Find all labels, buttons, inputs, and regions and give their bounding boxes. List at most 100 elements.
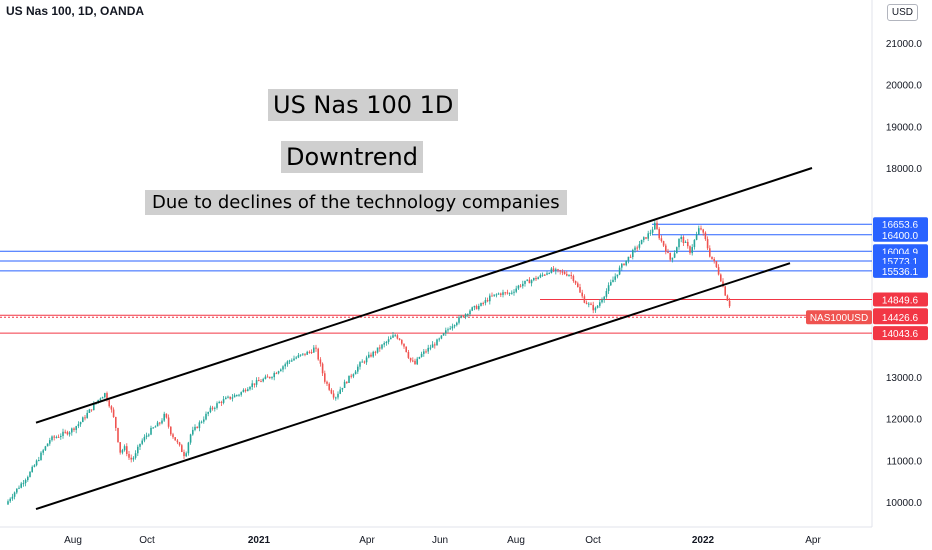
candle-body — [552, 268, 555, 272]
candle-body — [273, 373, 275, 378]
candle-body — [233, 395, 236, 398]
price-label: 16400.0 — [882, 231, 919, 242]
candle-body — [291, 360, 293, 362]
candle-body — [412, 360, 414, 362]
candle-body — [533, 277, 535, 281]
candle-body — [456, 322, 458, 326]
candle-body — [293, 358, 295, 361]
candle-body — [684, 241, 687, 243]
candle-body — [29, 471, 31, 477]
candle-body — [724, 286, 726, 296]
candle-body — [418, 356, 421, 359]
candle-body — [332, 393, 335, 398]
candle-body — [480, 303, 482, 306]
candle-body — [469, 310, 471, 315]
currency-button[interactable]: USD — [886, 4, 918, 21]
price-label-box — [873, 217, 928, 232]
candle-body — [31, 466, 33, 472]
candle-body — [194, 426, 196, 430]
annotation-reason[interactable]: Due to declines of the technology compan… — [145, 190, 567, 215]
x-tick-label: Oct — [585, 535, 601, 546]
candle-body — [79, 422, 82, 425]
candle-body — [453, 325, 456, 327]
candle-body — [392, 335, 394, 338]
candle-body — [680, 236, 682, 239]
candle-body — [271, 377, 273, 379]
candle-body — [207, 412, 209, 414]
x-tick-label: Apr — [359, 535, 375, 546]
candle-body — [354, 371, 357, 375]
y-tick-label: 12000.0 — [886, 415, 923, 426]
candle-body — [341, 387, 344, 390]
candle-body — [108, 400, 110, 407]
candle-body — [539, 275, 542, 278]
candle-body — [394, 335, 396, 337]
candle-body — [51, 436, 53, 441]
candle-body — [203, 419, 205, 422]
candle-body — [434, 344, 436, 346]
candle-body — [398, 338, 401, 341]
candle-body — [192, 429, 194, 435]
candle-body — [82, 417, 84, 423]
candle-body — [618, 267, 621, 275]
lower-trendline[interactable] — [35, 262, 791, 511]
candle-body — [119, 442, 121, 453]
candle-body — [38, 460, 40, 462]
annotation-title[interactable]: US Nas 100 1D — [268, 89, 459, 121]
candle-body — [44, 446, 47, 451]
candle-body — [200, 421, 203, 423]
upper-trendline[interactable] — [35, 167, 813, 424]
candle-body — [387, 339, 390, 342]
candle-body — [222, 399, 225, 403]
candle-body — [691, 247, 693, 254]
candle-body — [506, 292, 509, 294]
candle-body — [662, 241, 665, 246]
candle-body — [561, 271, 564, 273]
candle-body — [640, 239, 643, 245]
candle-body — [247, 389, 249, 392]
candle-body — [236, 394, 238, 396]
candle-body — [225, 397, 227, 400]
y-tick-label: 11000.0 — [887, 456, 923, 467]
candle-body — [346, 381, 348, 383]
candle-body — [541, 274, 544, 276]
candle-body — [99, 398, 102, 400]
candle-body — [170, 426, 172, 435]
candle-body — [75, 426, 77, 430]
candle-body — [269, 376, 271, 379]
y-tick-label: 18000.0 — [886, 164, 923, 175]
candle-body — [601, 299, 603, 303]
chart-title: US Nas 100, 1D, OANDA — [6, 4, 145, 18]
candle-body — [711, 256, 713, 260]
candle-body — [475, 305, 478, 310]
candle-body — [566, 274, 568, 276]
candle-body — [550, 268, 553, 273]
candle-body — [442, 333, 445, 336]
candle-body — [101, 397, 104, 399]
candle-body — [403, 343, 405, 347]
candle-body — [154, 426, 157, 428]
candle-body — [324, 373, 326, 382]
candle-body — [682, 236, 685, 243]
candle-body — [627, 256, 630, 261]
candle-body — [11, 496, 14, 499]
candle-body — [416, 358, 418, 365]
candle-body — [563, 272, 566, 275]
symbol-tag-label: NAS100USD — [810, 313, 868, 324]
candle-body — [616, 274, 619, 277]
candle-body — [401, 340, 403, 344]
candle-body — [128, 453, 130, 458]
candle-body — [704, 232, 707, 240]
annotation-downtrend[interactable]: Downtrend — [281, 141, 423, 173]
candle-body — [148, 434, 150, 436]
candle-body — [126, 446, 128, 454]
y-tick-label: 21000.0 — [886, 39, 923, 50]
candle-body — [218, 401, 220, 404]
candle-body — [88, 409, 91, 413]
candle-body — [196, 426, 198, 429]
candle-body — [665, 245, 667, 252]
candle-body — [55, 436, 58, 438]
candle-body — [673, 253, 676, 258]
